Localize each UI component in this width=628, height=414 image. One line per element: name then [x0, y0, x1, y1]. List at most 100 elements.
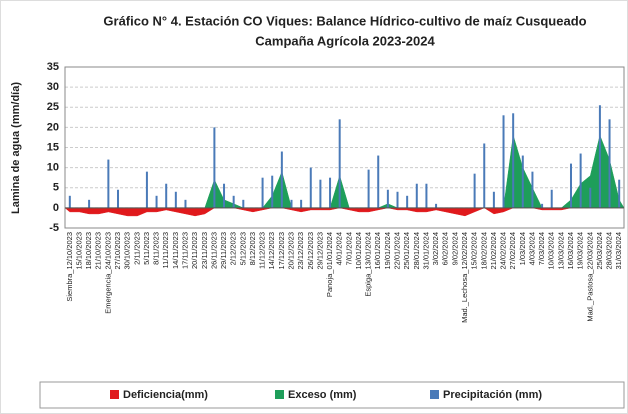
x-tick-label: 3/02/2024 [431, 232, 440, 265]
y-tick-label: 5 [53, 182, 59, 194]
y-tick-label: 20 [47, 121, 59, 133]
bar [145, 171, 148, 208]
y-tick-label: 10 [47, 162, 59, 174]
x-tick-label: 5/11/2023 [142, 232, 151, 265]
x-tick-label: 6/02/2024 [441, 232, 450, 265]
chart-title: Gráfico N° 4. Estación CO Viques: Balanc… [103, 13, 586, 28]
legend-swatch [275, 390, 284, 399]
bar [435, 203, 438, 208]
x-tick-label: 26/12/2023 [306, 232, 315, 270]
bar [521, 155, 524, 208]
bar [367, 169, 370, 208]
bar [589, 187, 592, 208]
bar [184, 199, 187, 208]
x-tick-label: 11/12/2023 [258, 232, 267, 269]
bar [579, 153, 582, 208]
legend-box [39, 381, 625, 409]
bar [386, 189, 389, 208]
bar [319, 179, 322, 208]
x-tick-label: 29/12/2023 [315, 232, 324, 270]
x-tick-label: 7/03/2024 [537, 232, 546, 265]
bar [242, 199, 245, 208]
bar [483, 143, 486, 208]
bar [290, 199, 293, 208]
x-tick-label: 21/02/2024 [489, 232, 498, 270]
x-tick-label: 18/10/2023 [84, 232, 93, 270]
x-tick-label: 14/12/2023 [267, 232, 276, 270]
bar [261, 177, 264, 208]
bar [223, 183, 226, 208]
bar [618, 179, 621, 208]
bar [608, 119, 611, 208]
bar [569, 163, 572, 208]
bar [271, 175, 274, 208]
legend-label: Exceso (mm) [288, 389, 357, 401]
x-tick-label: 19/01/2024 [383, 232, 392, 270]
x-tick-label: 30/10/2023 [123, 232, 132, 270]
bar [541, 203, 544, 208]
x-tick-label: Mad._Pastosa_22/03/2024 [585, 232, 594, 322]
bar [280, 151, 283, 208]
x-tick-label: 23/11/2023 [200, 232, 209, 269]
bar [396, 191, 399, 208]
x-tick-label: 5/12/2023 [238, 232, 247, 265]
legend-swatch [110, 390, 119, 399]
y-tick-label: 35 [47, 61, 59, 73]
x-tick-label: Emergencia_24/10/2023 [103, 232, 112, 314]
x-tick-label: 28/01/2024 [412, 232, 421, 270]
bar [68, 195, 71, 208]
x-tick-label: 4/01/2024 [335, 232, 344, 265]
bar [502, 115, 505, 208]
x-tick-label: 8/11/2023 [152, 232, 161, 265]
x-tick-label: 25/01/2024 [402, 232, 411, 270]
x-tick-label: 10/01/2024 [354, 232, 363, 270]
x-tick-label: 4/03/2024 [527, 232, 536, 265]
bar [155, 195, 158, 208]
bar [473, 173, 476, 208]
x-tick-label: 15/02/2024 [470, 232, 479, 270]
bar [425, 183, 428, 208]
chart-subtitle: Campaña Agrícola 2023-2024 [255, 33, 435, 48]
x-tick-label: 11/11/2023 [161, 232, 170, 268]
bar [531, 171, 534, 208]
x-tick-label: 15/10/2023 [74, 232, 83, 270]
x-tick-label: 14/11/2023 [171, 232, 180, 269]
legend-label: Deficiencia(mm) [123, 389, 208, 401]
x-tick-label: 2/11/2023 [132, 232, 141, 265]
x-tick-label: 16/03/2024 [566, 232, 575, 270]
bar [338, 119, 341, 208]
bar [165, 183, 168, 208]
x-tick-label: 31/03/2024 [614, 232, 623, 270]
x-tick-label: 1/03/2024 [518, 232, 527, 265]
bar [550, 189, 553, 208]
x-tick-label: 17/12/2023 [277, 232, 286, 270]
bar [492, 191, 495, 208]
x-tick-label: 13/03/2024 [556, 232, 565, 270]
y-tick-label: 0 [53, 202, 59, 214]
y-tick-label: 30 [47, 81, 59, 93]
bar [88, 199, 91, 208]
x-tick-label: 2/12/2023 [229, 232, 238, 265]
x-tick-label: 29/11/2023 [219, 232, 228, 269]
x-tick-label: 10/03/2024 [547, 232, 556, 270]
x-tick-label: 7/01/2024 [344, 232, 353, 265]
bar [415, 183, 418, 208]
x-tick-label: 27/10/2023 [113, 232, 122, 270]
bar [117, 189, 120, 208]
x-tick-label: Mad._Lechosa_12/02/2024 [460, 232, 469, 323]
x-tick-label: 18/02/2024 [479, 232, 488, 270]
bar [174, 191, 177, 208]
x-tick-label: 27/02/2024 [508, 232, 517, 270]
x-tick-label: 24/02/2024 [498, 232, 507, 270]
plot-border [64, 66, 625, 229]
bar [213, 127, 216, 208]
bar [329, 177, 332, 208]
legend-label: Precipitación (mm) [443, 389, 542, 401]
x-tick-label: 26/11/2023 [209, 232, 218, 269]
x-tick-label: 25/03/2024 [595, 232, 604, 270]
bar [406, 195, 409, 208]
x-tick-label: Espiga_13/01/2024 [364, 232, 373, 297]
x-tick-label: 20/11/2023 [190, 232, 199, 269]
y-axis-label: Lamina de agua (mm/día) [10, 82, 22, 214]
